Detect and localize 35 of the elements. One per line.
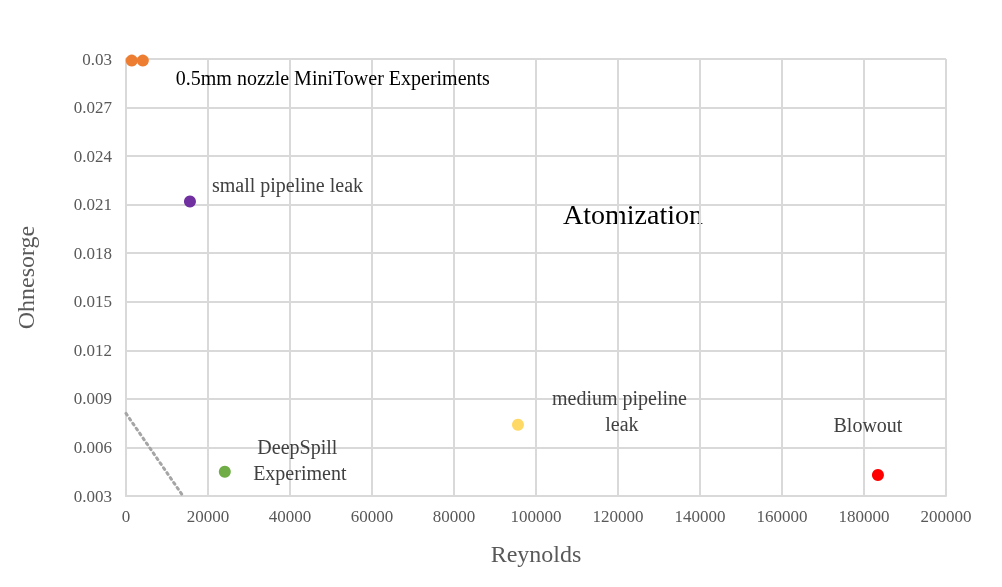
y-axis-title: Ohnesorge xyxy=(13,225,39,330)
series-label: small pipeline leak xyxy=(211,174,364,198)
series-label: medium pipeline leak xyxy=(551,386,692,435)
text: Blowout xyxy=(833,413,903,436)
point xyxy=(511,418,524,431)
annotation: Atomization xyxy=(563,198,703,230)
x-tick-label: 160000 xyxy=(756,507,808,526)
x-tick-label: 100000 xyxy=(510,507,562,526)
y-tick-label: 0.024 xyxy=(73,146,113,166)
x-tick-label: 40000 xyxy=(268,507,312,526)
point xyxy=(871,468,884,481)
y-tick-label: 0.018 xyxy=(73,243,112,263)
y-tick-label: 0.021 xyxy=(73,195,112,215)
x-tick-label: 180000 xyxy=(838,507,890,526)
y-tick-label: 0.015 xyxy=(73,292,112,312)
point xyxy=(218,465,231,478)
x-tick-label: 80000 xyxy=(432,507,476,526)
y-tick-label: 0.027 xyxy=(73,98,113,118)
y-tick-label: 0.009 xyxy=(73,389,112,409)
x-tick-label: 0 xyxy=(121,507,131,526)
y-tick-label: 0.003 xyxy=(73,486,112,506)
point xyxy=(125,54,138,67)
x-tick-label: 200000 xyxy=(920,507,972,526)
y-tick-label: 0.006 xyxy=(73,437,112,457)
series-label: DeepSpill Experiment xyxy=(253,435,347,485)
x-tick-label: 60000 xyxy=(350,507,394,526)
series-label: 0.5mm nozzle MiniTower Experiments xyxy=(175,66,491,90)
x-tick-label: 140000 xyxy=(674,507,726,526)
point xyxy=(183,195,196,208)
x-axis-title: Reynolds xyxy=(490,541,582,567)
y-tick-label: 0.03 xyxy=(82,49,112,69)
x-tick-label: 120000 xyxy=(592,507,644,526)
x-tick-label: 20000 xyxy=(186,507,230,526)
point xyxy=(136,54,149,67)
y-tick-label: 0.012 xyxy=(73,340,112,360)
